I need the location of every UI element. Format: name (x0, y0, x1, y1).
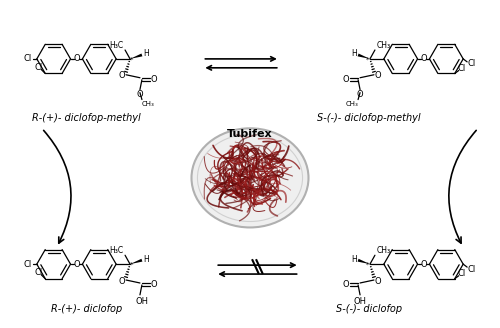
Text: H₃C: H₃C (109, 41, 123, 50)
Text: O: O (420, 260, 427, 269)
Text: OH: OH (136, 297, 148, 306)
Text: CH₃: CH₃ (377, 246, 391, 255)
Text: *: * (366, 57, 370, 63)
Text: H₃C: H₃C (109, 246, 123, 255)
Text: O: O (119, 277, 126, 285)
Polygon shape (358, 259, 370, 264)
Text: Cl: Cl (24, 54, 32, 63)
Text: Cl: Cl (458, 269, 466, 278)
Text: Cl: Cl (34, 63, 42, 72)
Polygon shape (130, 259, 142, 264)
Text: *: * (366, 262, 370, 268)
Text: R-(+)- diclofop: R-(+)- diclofop (51, 304, 122, 314)
Text: H: H (351, 255, 357, 264)
Text: CH₃: CH₃ (142, 100, 154, 107)
Text: S-(-)- diclofop-methyl: S-(-)- diclofop-methyl (317, 113, 421, 123)
Text: O: O (73, 54, 80, 63)
Text: Cl: Cl (468, 59, 476, 68)
Text: O: O (420, 54, 427, 63)
Text: O: O (356, 90, 364, 99)
Text: R-(+)- diclofop-methyl: R-(+)- diclofop-methyl (32, 113, 141, 123)
Text: S-(-)- diclofop: S-(-)- diclofop (336, 304, 402, 314)
Text: O: O (374, 277, 381, 285)
Text: *: * (130, 262, 134, 268)
Text: OH: OH (354, 297, 366, 306)
Text: O: O (73, 260, 80, 269)
Text: O: O (150, 280, 157, 290)
Text: Cl: Cl (24, 260, 32, 269)
Text: O: O (136, 90, 143, 99)
Text: O: O (343, 75, 349, 84)
Text: O: O (343, 280, 349, 290)
Text: O: O (374, 71, 381, 80)
Text: Cl: Cl (34, 268, 42, 277)
Polygon shape (358, 53, 370, 59)
Text: O: O (150, 75, 157, 84)
Ellipse shape (192, 128, 308, 227)
Text: CH₃: CH₃ (377, 41, 391, 50)
Text: CH₃: CH₃ (346, 100, 358, 107)
Text: Cl: Cl (468, 265, 476, 274)
Text: *: * (130, 57, 134, 63)
Text: H: H (143, 255, 149, 264)
Text: H: H (143, 50, 149, 58)
Text: H: H (351, 50, 357, 58)
Text: Cl: Cl (458, 64, 466, 73)
Text: Tubifex: Tubifex (227, 129, 273, 139)
Polygon shape (130, 53, 142, 59)
Text: O: O (119, 71, 126, 80)
